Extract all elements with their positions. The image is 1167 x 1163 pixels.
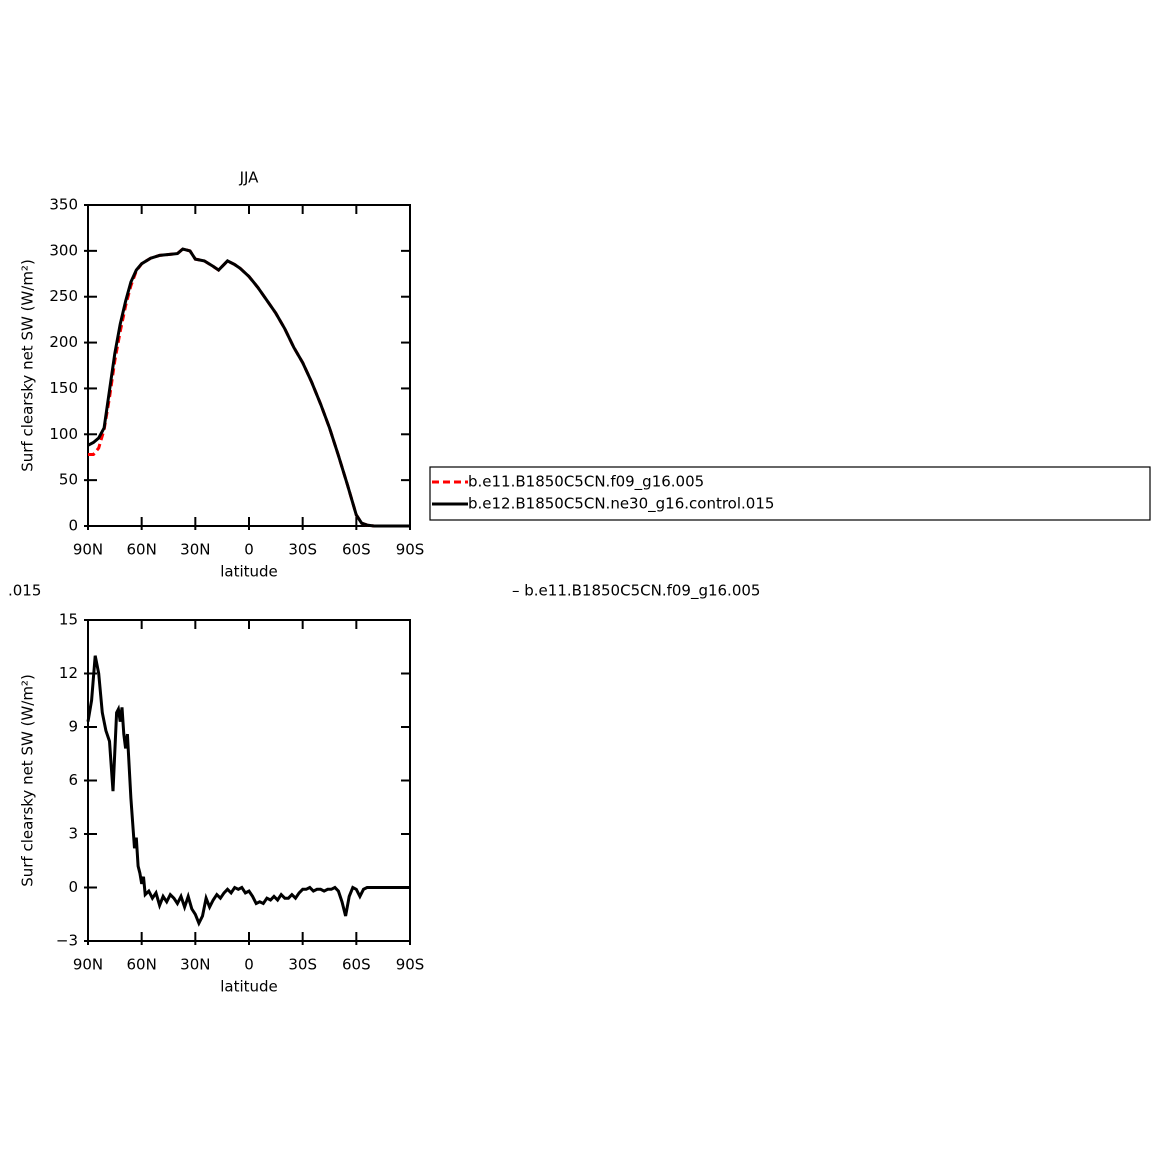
y-tick-label: −3: [56, 932, 78, 950]
data-line: [87, 247, 410, 528]
x-tick-label: 30S: [288, 956, 317, 974]
legend-label: b.e12.B1850C5CN.ne30_g16.control.015: [468, 495, 774, 514]
y-tick-label: 200: [49, 333, 78, 351]
y-tick-label: 300: [49, 241, 78, 259]
y-tick-label: 0: [68, 878, 78, 896]
data-line: [88, 247, 410, 528]
legend-label: b.e11.B1850C5CN.f09_g16.005: [468, 473, 704, 492]
x-tick-label: 30S: [288, 541, 317, 559]
x-tick-label: 30N: [180, 956, 210, 974]
x-tick-label: 0: [244, 541, 254, 559]
y-tick-label: 350: [49, 196, 78, 214]
x-axis-label: latitude: [220, 563, 278, 581]
x-tick-label: 0: [244, 956, 254, 974]
x-tick-label: 90N: [73, 541, 103, 559]
y-tick-label: 15: [59, 611, 78, 629]
plot-frame: [87, 204, 411, 527]
y-tick-label: 50: [59, 471, 78, 489]
y-tick-label: 6: [68, 771, 78, 789]
annotation: .015: [8, 582, 41, 600]
x-tick-label: 90S: [396, 541, 425, 559]
x-tick-label: 60N: [127, 541, 157, 559]
y-tick-label: 12: [59, 664, 78, 682]
y-axis-label: Surf clearsky net SW (W/m²): [19, 674, 37, 887]
x-tick-label: 30N: [180, 541, 210, 559]
y-tick-label: 150: [49, 379, 78, 397]
chart-title: JJA: [239, 169, 260, 187]
x-tick-label: 90S: [396, 956, 425, 974]
x-tick-label: 60N: [127, 956, 157, 974]
x-tick-label: 60S: [342, 541, 371, 559]
y-tick-label: 9: [68, 718, 78, 736]
y-tick-label: 100: [49, 425, 78, 443]
y-tick-label: 0: [68, 517, 78, 535]
annotation: – b.e11.B1850C5CN.f09_g16.005: [512, 582, 760, 601]
y-axis-label: Surf clearsky net SW (W/m²): [19, 259, 37, 472]
x-tick-label: 90N: [73, 956, 103, 974]
data-line: [86, 655, 410, 927]
legend-box: [429, 466, 1151, 521]
y-tick-label: 250: [49, 287, 78, 305]
y-tick-label: 3: [68, 825, 78, 843]
x-tick-label: 60S: [342, 956, 371, 974]
x-axis-label: latitude: [220, 978, 278, 996]
